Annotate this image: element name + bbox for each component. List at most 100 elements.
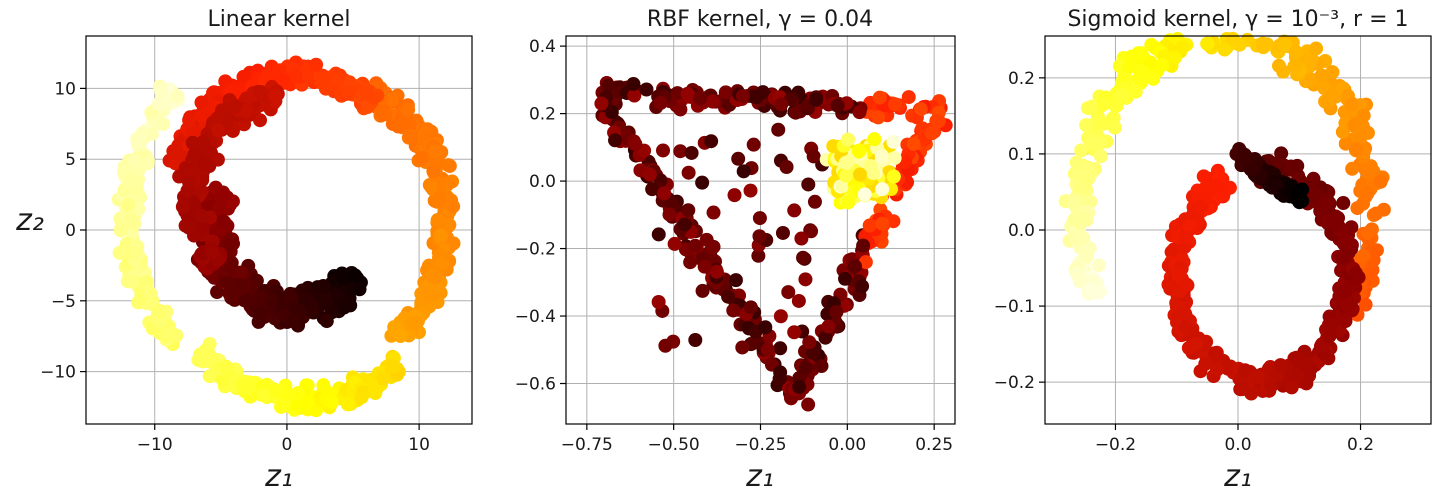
scatter-point: [594, 96, 609, 111]
scatter-point: [1128, 84, 1143, 99]
scatter-point: [1324, 317, 1339, 332]
scatter-point: [254, 288, 269, 303]
scatter-point: [336, 270, 351, 285]
scatter-point: [1209, 178, 1224, 193]
scatter-point: [931, 113, 946, 128]
scatter-point: [226, 287, 241, 302]
scatter-point: [677, 217, 692, 232]
xtick-label: −0.2: [1095, 435, 1136, 455]
scatter-point: [211, 123, 226, 138]
scatter-point: [1122, 59, 1137, 74]
scatter-point: [802, 335, 817, 350]
scatter-point: [430, 213, 445, 228]
scatter-point: [286, 313, 301, 328]
ytick-label: 0.0: [1008, 221, 1035, 241]
ticks-linear: −10 0 10 −10 −5 0 5 10: [40, 79, 430, 455]
scatter-point: [875, 182, 890, 197]
scatter-point: [1288, 44, 1303, 59]
scatter-point: [225, 194, 240, 209]
ytick-label: 0: [65, 221, 76, 241]
scatter-point: [348, 268, 363, 283]
scatter-point: [385, 92, 400, 107]
scatter-point: [1369, 206, 1384, 221]
ytick-label: 10: [54, 79, 76, 99]
xtick-label: 0.25: [915, 435, 953, 455]
scatter-point: [182, 113, 197, 128]
scatter-point: [202, 159, 217, 174]
scatter-point: [428, 270, 443, 285]
scatter-point: [779, 159, 794, 174]
scatter-point: [324, 394, 339, 409]
scatter-point: [1175, 40, 1190, 55]
scatter-point: [688, 238, 703, 253]
xtick-label: −10: [137, 435, 173, 455]
scatter-point: [330, 72, 345, 87]
scatter-point: [794, 231, 809, 246]
scatter-point: [257, 388, 272, 403]
scatter-point: [1309, 41, 1324, 56]
scatter-point: [1069, 155, 1084, 170]
scatter-point: [651, 227, 666, 242]
scatter-point: [866, 166, 881, 181]
scatter-point: [151, 303, 166, 318]
scatter-point: [1256, 40, 1271, 55]
scatter-point: [871, 110, 886, 125]
scatter-point: [1196, 169, 1211, 184]
points-sigmoid: [1058, 31, 1391, 401]
scatter-point: [839, 168, 854, 183]
scatter-point: [416, 284, 431, 299]
scatter-point: [857, 187, 872, 202]
scatter-point: [130, 134, 145, 149]
scatter-point: [240, 381, 255, 396]
ylabel-linear: z₂: [15, 203, 44, 238]
scatter-point: [352, 282, 367, 297]
scatter-point: [653, 95, 668, 110]
ytick-label: 5: [65, 150, 76, 170]
scatter-point: [804, 224, 819, 239]
scatter-point: [1238, 363, 1253, 378]
scatter-point: [705, 94, 720, 109]
scatter-point: [1349, 142, 1364, 157]
scatter-point: [1085, 99, 1100, 114]
scatter-point: [1344, 220, 1359, 235]
scatter-point: [841, 195, 856, 210]
scatter-point: [1335, 250, 1350, 265]
scatter-point: [858, 255, 873, 270]
scatter-point: [608, 133, 623, 148]
scatter-point: [1096, 97, 1111, 112]
scatter-point: [601, 78, 616, 93]
scatter-point: [658, 338, 673, 353]
scatter-point: [752, 229, 767, 244]
scatter-point: [814, 359, 829, 374]
scatter-point: [274, 399, 289, 414]
scatter-point: [626, 76, 641, 91]
scatter-point: [446, 199, 461, 214]
scatter-point: [774, 97, 789, 112]
scatter-point: [1179, 277, 1194, 292]
scatter-point: [170, 89, 185, 104]
scatter-point: [393, 329, 408, 344]
ytick-label: −5: [51, 292, 76, 312]
scatter-point: [1295, 182, 1310, 197]
scatter-point: [662, 207, 677, 222]
scatter-point: [1096, 116, 1111, 131]
scatter-point: [1360, 186, 1375, 201]
scatter-point: [693, 91, 708, 106]
scatter-point: [726, 303, 741, 318]
scatter-point: [853, 167, 868, 182]
scatter-point: [801, 177, 816, 192]
scatter-point: [704, 134, 719, 149]
scatter-point: [775, 225, 790, 240]
scatter-point: [796, 250, 811, 265]
scatter-point: [140, 156, 155, 171]
scatter-point: [354, 390, 369, 405]
scatter-point: [1314, 339, 1329, 354]
scatter-point: [359, 86, 374, 101]
scatter-point: [706, 205, 721, 220]
scatter-point: [1320, 213, 1335, 228]
scatter-point: [852, 105, 867, 120]
scatter-point: [1074, 143, 1089, 158]
scatter-point: [851, 144, 866, 159]
scatter-point: [1081, 163, 1096, 178]
scatter-point: [196, 135, 211, 150]
